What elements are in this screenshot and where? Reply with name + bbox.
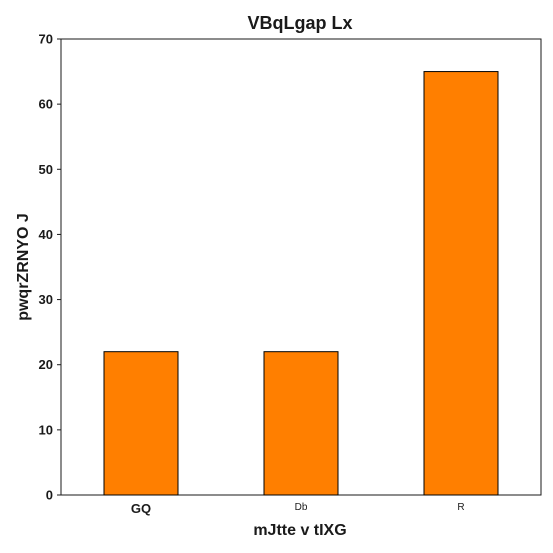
y-tick-label: 10	[39, 422, 53, 437]
y-tick-label: 50	[39, 162, 53, 177]
x-tick-label: R	[457, 502, 464, 513]
bar-db	[263, 351, 339, 496]
y-axis-ticks: 0 10 20 30 40 50 60 70	[39, 32, 61, 503]
y-tick-label: 60	[39, 97, 53, 112]
x-tick-label: GQ	[131, 501, 151, 516]
y-tick-label: 0	[46, 488, 53, 503]
y-tick-label: 70	[39, 32, 53, 47]
bar-gq	[103, 351, 179, 496]
y-tick-label: 20	[39, 357, 53, 372]
bar-r	[423, 71, 499, 496]
x-axis-label: mJtte v tIXG	[253, 522, 346, 539]
x-tick-label: Db	[295, 502, 308, 513]
y-axis-label: pwqrZRNYO J	[15, 213, 32, 321]
x-axis-ticks: GQ Db R	[131, 501, 465, 516]
y-tick-label: 40	[39, 227, 53, 242]
y-tick-label: 30	[39, 292, 53, 307]
bars-group	[103, 71, 499, 496]
chart-title: VBqLgap Lx	[247, 13, 352, 33]
